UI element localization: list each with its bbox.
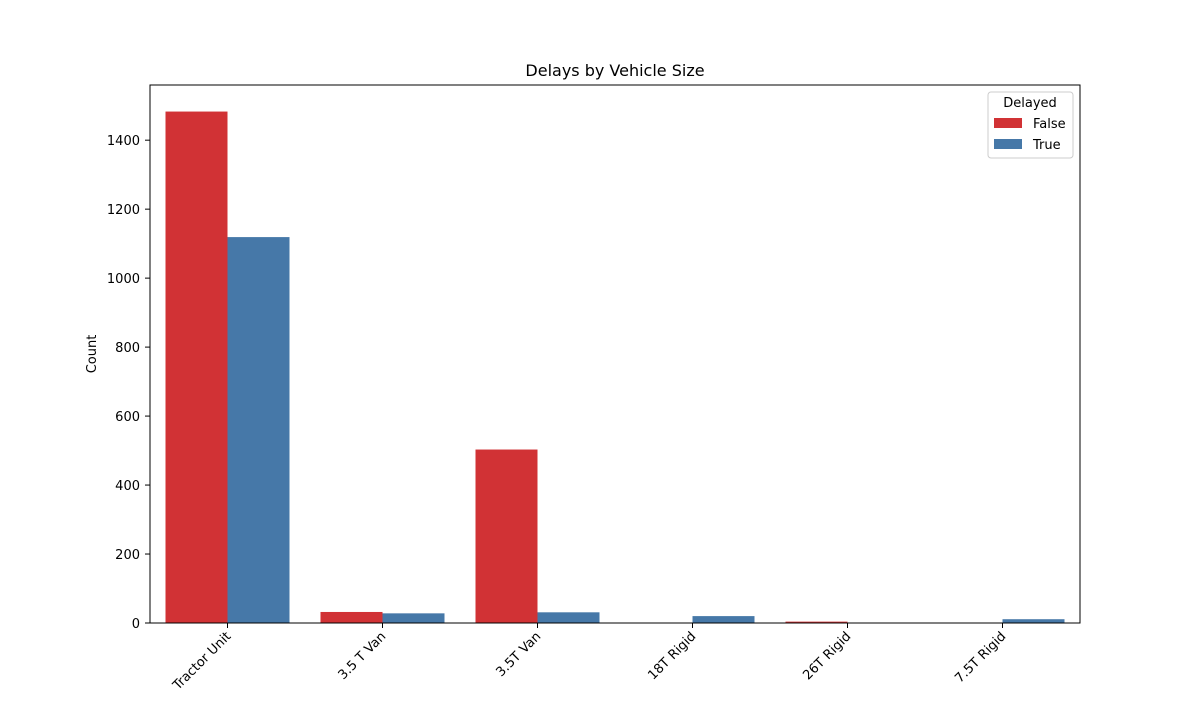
bar-18t-rigid-true bbox=[692, 616, 755, 623]
x-tick-label-7-5t-rigid: 7.5T Rigid bbox=[952, 629, 1009, 686]
bar-3-5-t-van-true bbox=[382, 613, 445, 623]
y-tick-label: 1000 bbox=[107, 272, 140, 287]
chart-title: Delays by Vehicle Size bbox=[525, 61, 704, 80]
bar-tractor-unit-true bbox=[227, 237, 290, 624]
legend-swatch-true bbox=[994, 139, 1022, 149]
bar-3-5t-van-true bbox=[537, 612, 600, 623]
y-tick-label: 1200 bbox=[107, 203, 140, 218]
bar-3-5-t-van-false bbox=[320, 611, 383, 623]
legend-label-true: True bbox=[1032, 138, 1061, 153]
x-tick-label-18t-rigid: 18T Rigid bbox=[645, 629, 699, 683]
x-axis: Tractor Unit 3.5 T Van 3.5T Van 18T Rigid 26… bbox=[170, 623, 1009, 694]
legend-label-false: False bbox=[1033, 117, 1066, 132]
plot-frame bbox=[149, 84, 1081, 624]
legend-title: Delayed bbox=[1003, 96, 1057, 111]
x-tick-label-3-5-t-van: 3.5 T Van bbox=[336, 629, 390, 683]
bar-26t-rigid-false bbox=[785, 621, 848, 623]
bar-3-5t-van-false bbox=[475, 449, 538, 623]
y-tick-label: 600 bbox=[115, 410, 140, 425]
bar-tractor-unit-false bbox=[165, 111, 228, 624]
y-tick-label: 200 bbox=[115, 548, 140, 563]
y-tick-label: 800 bbox=[115, 341, 140, 356]
y-axis-label: Count bbox=[85, 335, 100, 374]
y-tick-label: 1400 bbox=[107, 134, 140, 149]
bar-7-5t-rigid-true bbox=[1002, 619, 1065, 623]
bars-group bbox=[165, 111, 1065, 624]
legend-swatch-false bbox=[994, 118, 1022, 128]
legend: Delayed False True bbox=[987, 91, 1074, 159]
y-axis: 0 200 400 600 800 1000 1200 1400 bbox=[107, 134, 150, 632]
y-tick-label: 400 bbox=[115, 479, 140, 494]
y-tick-label: 0 bbox=[132, 617, 140, 632]
x-tick-label-26t-rigid: 26T Rigid bbox=[800, 629, 854, 683]
x-tick-label-3-5t-van: 3.5T Van bbox=[494, 629, 545, 680]
x-tick-label-tractor-unit: Tractor Unit bbox=[170, 629, 235, 694]
